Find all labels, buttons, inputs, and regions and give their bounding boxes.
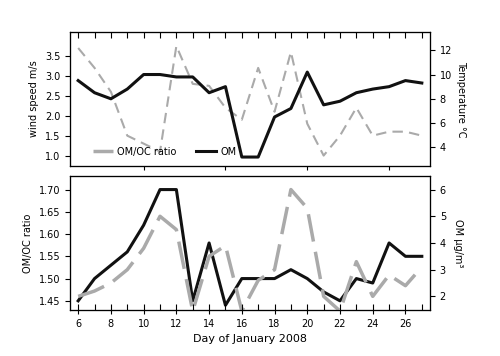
Y-axis label: OM/OC ratio: OM/OC ratio bbox=[23, 213, 33, 273]
Legend: OM/OC ratio, OM: OM/OC ratio, OM bbox=[90, 143, 240, 161]
Y-axis label: wind speed m/s: wind speed m/s bbox=[29, 61, 39, 137]
Y-axis label: Temperature °C: Temperature °C bbox=[456, 61, 466, 137]
X-axis label: Day of January 2008: Day of January 2008 bbox=[193, 334, 307, 344]
Y-axis label: OM μg/m³: OM μg/m³ bbox=[452, 219, 462, 267]
